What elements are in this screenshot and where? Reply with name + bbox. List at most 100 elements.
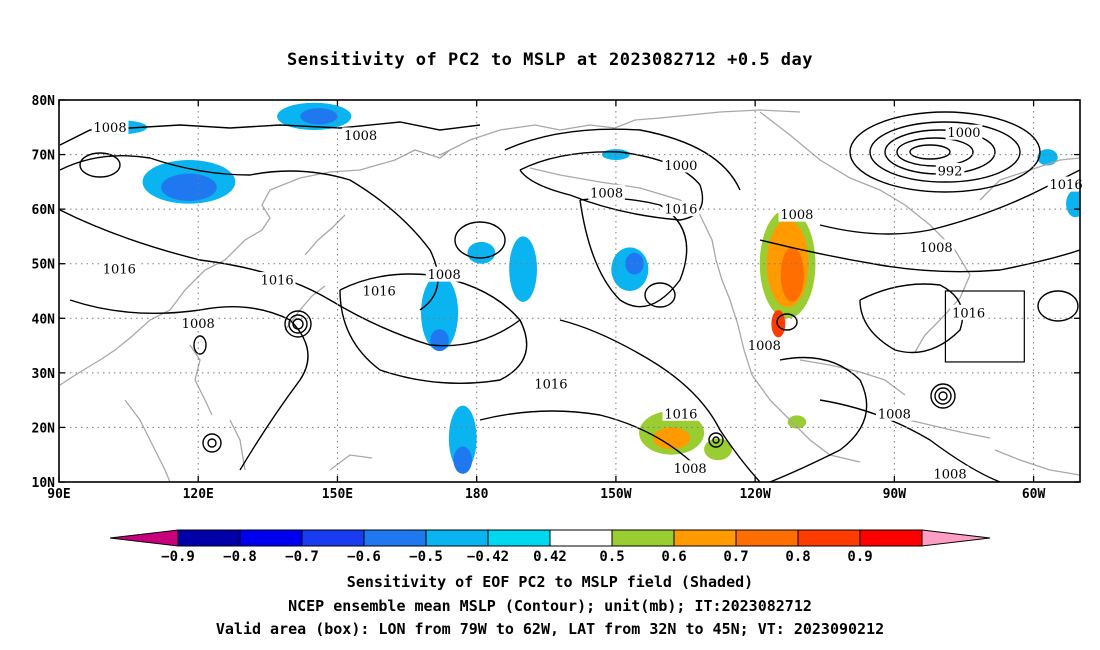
contour-label-bg [935,162,965,178]
colorbar-label: −0.7 [285,549,319,565]
colorbar-arrow-low [109,529,179,547]
lon-tick-label: 90E [47,487,70,502]
contour-label: 1016 [664,407,697,422]
contour-label-bg [91,119,129,135]
contour-label-bg [917,239,955,255]
colorbar: −0.9 −0.8 −0.7 −0.6 −0.5 −0.42 0.42 0.5 0.6 0.7 0.… [109,529,991,565]
contour-label-bg [588,184,626,200]
contour-label-bg [945,124,983,140]
contour-label-bg [342,127,380,143]
lat-tick-label: 40N [32,312,56,327]
colorbar-label: −0.6 [347,549,381,565]
colorbar-label: −0.5 [409,549,443,565]
contour-label-bg [100,261,138,277]
contour-label: 1008 [94,121,127,136]
contour-label-bg [671,460,709,476]
contour-label-bg [875,405,913,421]
contour-label-bg [746,337,783,353]
colorbar-label: 0.9 [847,549,872,565]
map-frame [58,99,1081,483]
contour-label: 1016 [952,306,985,321]
lat-tick-label: 80N [32,94,56,109]
colorbar-swatch [301,529,365,547]
contour-label: 1016 [1050,178,1083,193]
contour-label: 1016 [363,285,396,300]
contour-label-bg [1047,176,1085,192]
contour-label: 1008 [748,339,781,354]
colorbar-swatch [177,529,241,547]
axis-ticks: 90E 120E 150E 180 150W 120W 90W 60W 10N 20N 30N 40N… [32,94,1080,502]
sensitivity-patch [1037,149,1058,166]
colorbar-label: 0.42 [533,549,567,565]
contour-label: 1008 [674,462,707,477]
sensitivity-patch [467,241,496,264]
colorbar-swatch [487,529,551,547]
lon-tick-label: 120E [183,487,214,502]
caption-contour: NCEP ensemble mean MSLP (Contour); unit(… [288,597,812,615]
lon-tick-label: 120W [739,487,770,502]
colorbar-label: 0.7 [723,549,748,565]
contour-label-bg [950,304,988,320]
contour-label-bg [662,201,700,217]
sensitivity-patch [787,415,807,429]
contour-label: 1016 [664,203,697,218]
contour-label-bg [931,465,969,481]
colorbar-label: 0.5 [599,549,624,565]
sensitivity-patch [509,236,538,302]
lat-tick-label: 10N [32,476,56,491]
contour-label-bg [258,272,296,288]
contour-label: 1008 [590,186,623,201]
contour-label: 1008 [428,268,461,283]
colorbar-swatch [859,529,923,547]
colorbar-swatch [425,529,489,547]
contour-label: 1016 [103,263,136,278]
contour-label-bg [425,266,463,282]
contour-label: 1008 [344,129,377,144]
caption-shaded: Sensitivity of EOF PC2 to MSLP field (Sh… [346,573,754,591]
colorbar-label: 0.8 [785,549,810,565]
contour-label: 1000 [947,126,980,141]
lat-tick-label: 50N [32,258,56,273]
lat-tick-label: 30N [32,367,56,382]
contour-label-bg [179,315,217,331]
lon-tick-label: 150W [600,487,631,502]
lat-tick-label: 60N [32,203,56,218]
contour-label: 1008 [934,467,967,482]
sensitivity-patch [780,247,804,302]
contour-label: 1016 [261,274,294,289]
colorbar-label: −0.8 [223,549,257,565]
contour-label: 1000 [664,159,697,174]
colorbar-label: 0.6 [661,549,686,565]
colorbar-swatch [797,529,861,547]
colorbar-label: −0.42 [467,549,509,565]
contour-label: 1008 [182,317,215,332]
colorbar-arrow-high [921,529,991,547]
contour-label: 1008 [780,208,813,223]
sensitivity-patch [1066,190,1080,218]
colorbar-swatch [611,529,675,547]
colorbar-label: −0.9 [161,549,195,565]
sensitivity-patch [704,438,732,461]
sensitivity-patch [430,329,449,352]
lat-tick-label: 70N [32,149,56,164]
sensitivity-patch [420,274,459,352]
contour-label: 992 [938,164,963,179]
contour-labels: 1008 1008 1000 1008 1016 1008 1000 992 1016 1008 1… [91,119,1085,482]
lon-tick-label: 60W [1022,487,1046,502]
contour-label-bg [662,157,700,173]
contour-label-bg [662,405,700,421]
lon-tick-label: 90W [883,487,907,502]
colorbar-swatch [239,529,303,547]
shading-layer [91,102,1080,474]
coastlines [59,109,1080,482]
sensitivity-patch [653,427,691,450]
colorbar-swatch [549,529,613,547]
sensitivity-patch [161,173,217,201]
contour-label: 1016 [534,377,567,392]
colorbar-swatch [735,529,799,547]
lat-tick-label: 20N [32,421,56,436]
sensitivity-patch [771,310,786,338]
colorbar-swatch [673,529,737,547]
mslp-contours [59,111,1080,482]
lon-tick-label: 150E [322,487,353,502]
